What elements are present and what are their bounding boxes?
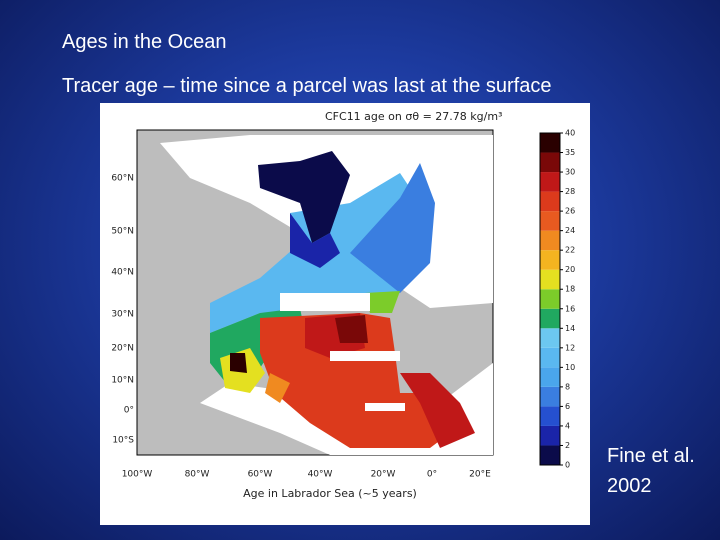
slide-subtitle: Tracer age – time since a parcel was las…	[62, 75, 552, 97]
ocean-blank	[280, 293, 370, 311]
colorbar-segment	[540, 328, 560, 348]
colorbar-tick-label: 12	[565, 343, 575, 352]
colorbar-segment	[540, 172, 560, 192]
colorbar-segment	[540, 445, 560, 465]
colorbar-tick-label: 6	[565, 402, 570, 411]
slide-title: Ages in the Ocean	[62, 31, 227, 53]
colorbar-tick-label: 14	[565, 324, 575, 333]
colorbar-tick-label: 30	[565, 168, 575, 177]
lon-label: 0°	[427, 470, 437, 480]
lon-label: 20°E	[469, 470, 491, 480]
lon-label: 20°W	[371, 470, 396, 480]
figure: CFC11 age on σθ = 27.78 kg/m³ 60°N50°N40…	[100, 103, 590, 525]
colorbar-segment	[540, 347, 560, 368]
colorbar-tick-label: 28	[565, 187, 575, 196]
ocean-region	[400, 373, 475, 448]
ocean-region	[230, 353, 247, 373]
ocean-blank	[330, 351, 400, 361]
lat-label: 40°N	[111, 268, 134, 278]
colorbar-tick-label: 22	[565, 246, 575, 255]
colorbar-tick-label: 4	[565, 421, 570, 430]
ocean-blank	[365, 403, 405, 411]
colorbar-tick-label: 18	[565, 285, 575, 294]
lat-label: 50°N	[111, 227, 134, 237]
colorbar-segment	[540, 289, 560, 309]
colorbar-segment	[540, 308, 560, 329]
citation-line: 2002	[607, 475, 652, 497]
ocean-region	[290, 213, 340, 268]
lat-label: 20°N	[111, 344, 134, 354]
lat-label: 10°S	[112, 436, 134, 446]
colorbar-segment	[540, 152, 560, 173]
lon-label: 80°W	[185, 470, 210, 480]
map	[136, 129, 494, 456]
ocean-region	[365, 291, 400, 313]
colorbar-segment	[540, 367, 560, 387]
colorbar-segment	[540, 386, 560, 407]
colorbar-tick-label: 16	[565, 304, 575, 313]
lon-label: 100°W	[122, 470, 153, 480]
figure-xlabel: Age in Labrador Sea (~5 years)	[243, 487, 417, 500]
colorbar-segment	[540, 406, 560, 426]
colorbar-tick-label: 35	[565, 148, 575, 157]
lon-label: 60°W	[248, 470, 273, 480]
colorbar-segment	[540, 269, 560, 290]
citation-line: Fine et al.	[607, 445, 695, 467]
colorbar-segment	[540, 250, 560, 270]
lat-label: 60°N	[111, 174, 134, 184]
lon-label: 40°W	[308, 470, 333, 480]
lat-label: 30°N	[111, 310, 134, 320]
colorbar-tick-label: 10	[565, 363, 575, 372]
ocean-region	[258, 151, 350, 243]
ocean-region	[335, 315, 368, 343]
ocean-region	[350, 163, 435, 293]
colorbar-segment	[540, 191, 560, 212]
colorbar-segment	[540, 211, 560, 231]
colorbar-segment	[540, 133, 560, 153]
colorbar-tick-label: 20	[565, 265, 575, 274]
colorbar-tick-label: 0	[565, 461, 570, 470]
colorbar-tick-label: 2	[565, 441, 570, 450]
colorbar-tick-label: 26	[565, 207, 575, 216]
figure-title: CFC11 age on σθ = 27.78 kg/m³	[325, 110, 502, 123]
colorbar-tick-label: 40	[565, 129, 575, 138]
colorbar-tick-label: 24	[565, 226, 575, 235]
lat-label: 10°N	[111, 376, 134, 386]
lat-label: 0°	[124, 406, 134, 416]
colorbar-frame	[539, 132, 561, 466]
colorbar-tick-label: 8	[565, 382, 570, 391]
colorbar-segment	[540, 230, 560, 251]
colorbar-segment	[540, 425, 560, 446]
ocean-region	[265, 373, 290, 403]
